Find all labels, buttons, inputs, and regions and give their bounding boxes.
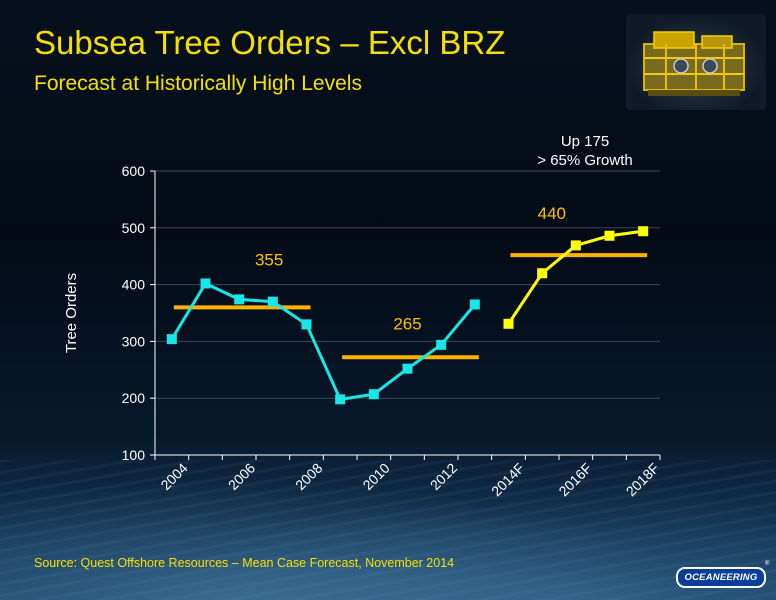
growth-callout-line-1: Up 175 [560, 133, 610, 150]
x-tick-label: 2018F [623, 460, 662, 499]
forecast-data-point [570, 240, 581, 251]
slide-title: Subsea Tree Orders – Excl BRZ [34, 24, 506, 61]
y-tick-label: 600 [122, 163, 146, 179]
x-tick-label: 2016F [555, 460, 594, 499]
forecast-data-point [604, 230, 615, 241]
historical-series-line [170, 281, 476, 401]
y-tick-label: 200 [122, 390, 146, 406]
historical-data-point [335, 394, 346, 405]
historical-data-point [368, 389, 379, 400]
average-label: 440 [538, 204, 566, 223]
x-tick-label: 2004 [157, 460, 190, 493]
x-tick-label: 2014F [488, 460, 527, 499]
forecast-data-point [503, 318, 514, 329]
oceaneering-logo: OCEANEERING [676, 567, 766, 588]
y-tick-label: 400 [122, 277, 146, 293]
forecast-data-point [638, 226, 649, 237]
historical-data-point [301, 319, 312, 330]
source-note: Source: Quest Offshore Resources – Mean … [34, 556, 455, 570]
historical-data-point [166, 334, 177, 345]
historical-data-point [436, 339, 447, 350]
historical-data-point [234, 294, 245, 305]
subsea-tree-illustration [643, 31, 745, 96]
historical-data-point [267, 296, 278, 307]
registered-mark: ® [765, 561, 770, 567]
forecast-data-point [537, 268, 548, 279]
x-tick-label: 2010 [359, 460, 392, 493]
y-tick-label: 500 [122, 220, 146, 236]
historical-data-point [469, 299, 480, 310]
y-tick-label: 300 [122, 333, 146, 349]
y-axis-title: Tree Orders [63, 273, 80, 353]
historical-data-point [402, 363, 413, 374]
slide-subtitle: Forecast at Historically High Levels [34, 72, 362, 95]
x-tick-label: 2012 [427, 460, 460, 493]
y-tick-label: 100 [122, 447, 146, 463]
historical-data-point [200, 278, 211, 289]
x-tick-label: 2006 [225, 460, 258, 493]
average-label: 355 [255, 250, 283, 269]
x-tick-label: 2008 [292, 460, 325, 493]
average-label: 265 [393, 314, 421, 333]
growth-callout-line-2: > 65% Growth [537, 152, 633, 169]
subsea-equipment-image [626, 14, 766, 110]
